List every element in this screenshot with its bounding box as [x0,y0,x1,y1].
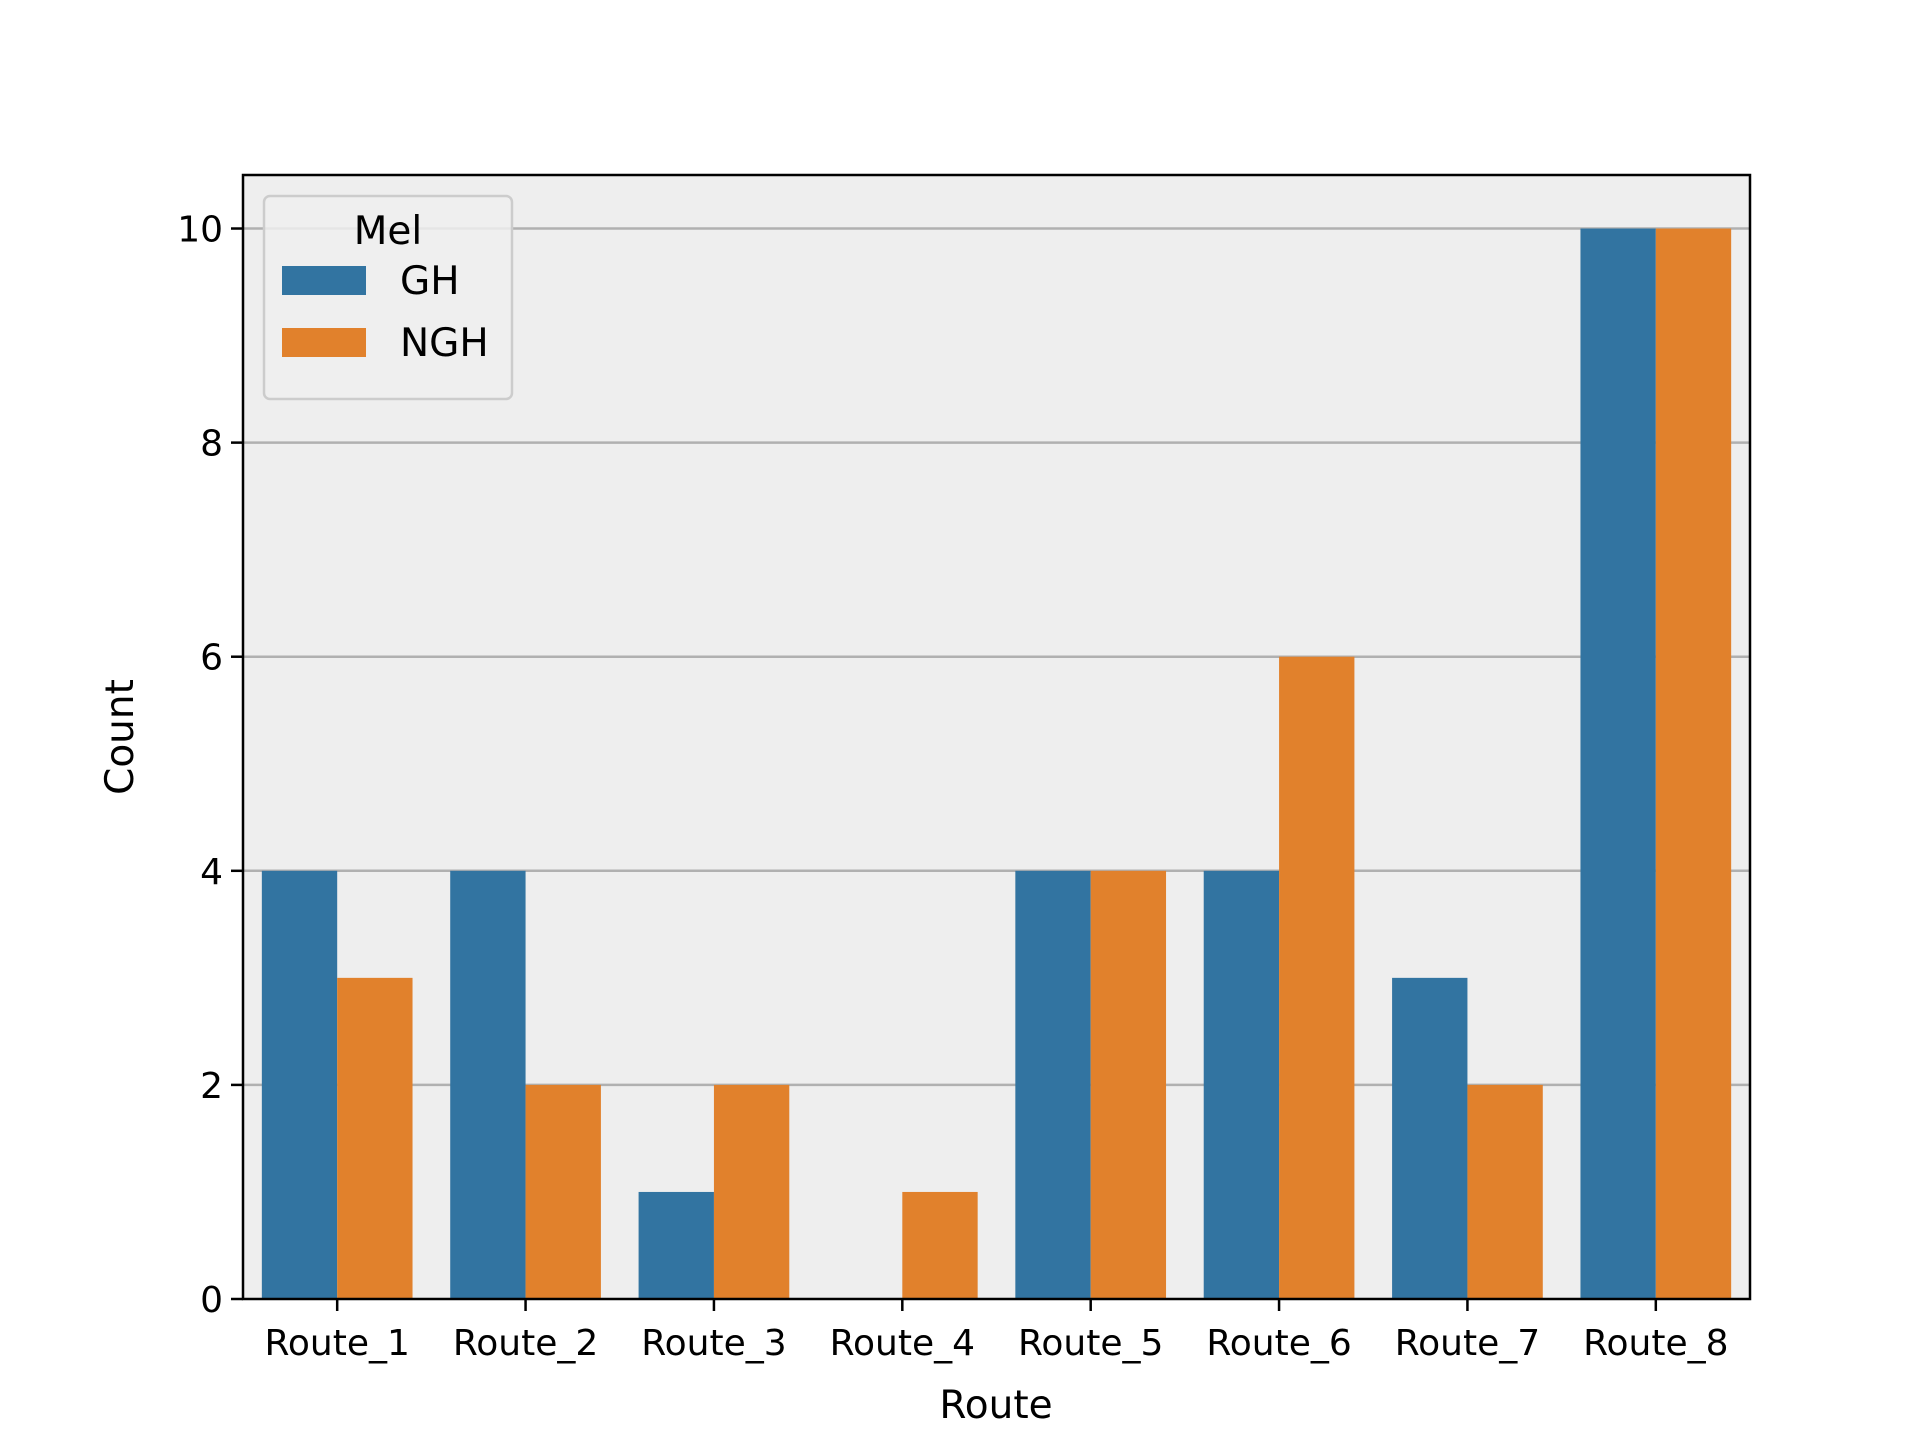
bar-gh-route-8 [1580,228,1656,1299]
x-tick-label-0: Route_1 [264,1323,409,1364]
x-axis-ticks: Route_1 Route_2 Route_3 Route_4 Route_5 Route… [264,1299,1729,1364]
bar-ngh-route-6 [1279,656,1355,1299]
y-axis-label: Count [98,679,143,795]
x-tick-label-5: Route_6 [1206,1323,1351,1364]
bar-ngh-route-2 [525,1084,601,1299]
legend-label-gh: GH [400,259,460,304]
x-tick-label-3: Route_4 [830,1323,975,1364]
x-axis-label: Route [939,1383,1052,1428]
y-tick-label-1: 2 [200,1066,223,1107]
y-tick-label-3: 6 [200,638,223,679]
legend-swatch-ngh [282,328,366,357]
legend-label-ngh: NGH [400,321,489,366]
bar-ngh-route-7 [1467,1084,1543,1299]
bar-ngh-route-5 [1090,870,1167,1299]
x-tick-label-6: Route_7 [1395,1323,1540,1364]
legend-swatch-gh [282,266,366,295]
bar-gh-route-7 [1392,977,1468,1299]
bar-ngh-route-4 [902,1191,978,1299]
bar-gh-route-1 [261,870,338,1299]
legend-title: Mel [354,209,422,254]
x-tick-label-4: Route_5 [1018,1323,1163,1364]
legend: Mel GH NGH [262,194,514,401]
bar-gh-route-5 [1015,870,1091,1299]
bar-ngh-route-1 [337,977,413,1299]
y-tick-label-5: 10 [177,210,223,251]
y-tick-label-4: 8 [200,424,223,465]
bar-gh-route-3 [638,1191,714,1299]
x-tick-label-7: Route_8 [1583,1323,1728,1364]
x-tick-label-2: Route_3 [641,1323,786,1364]
y-axis-ticks: 0 2 4 6 8 10 [177,210,243,1321]
x-tick-label-1: Route_2 [453,1323,598,1364]
bars [261,228,1732,1299]
plot-frame [241,173,1752,1301]
bar-gh-route-2 [450,870,526,1299]
y-tick-label-0: 0 [200,1280,223,1321]
y-tick-label-2: 4 [200,852,223,893]
bar-gh-route-6 [1203,870,1280,1299]
bar-ngh-route-3 [713,1084,790,1299]
bar-ngh-route-8 [1655,228,1732,1299]
